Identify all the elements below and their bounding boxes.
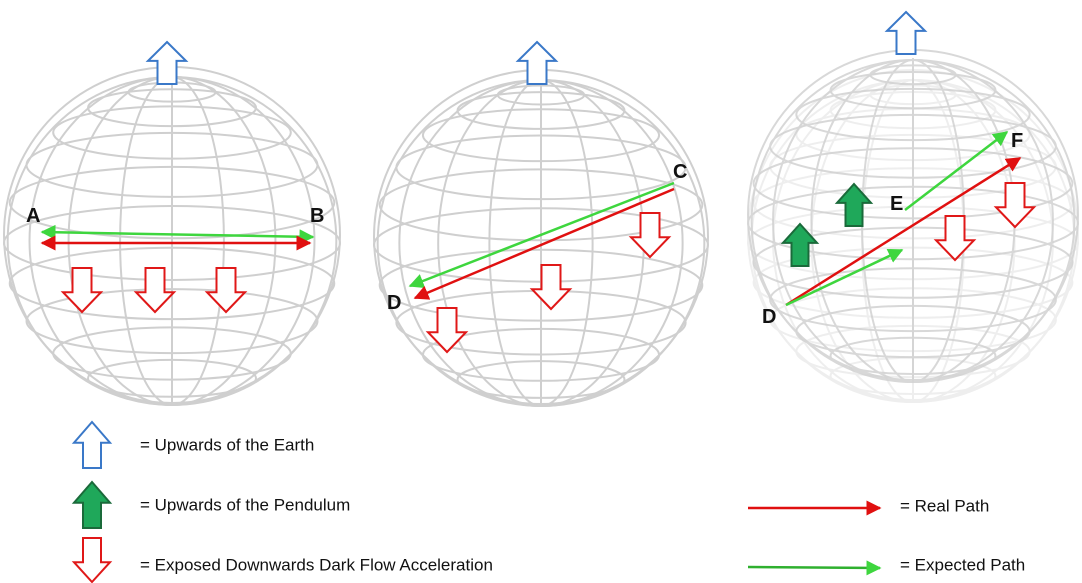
point-label: A — [26, 205, 40, 227]
down-arrow — [529, 264, 573, 311]
down-arrow — [933, 215, 977, 262]
legend-text: = Upwards of the Earth — [140, 435, 314, 454]
down-arrow — [425, 307, 469, 354]
point-label: B — [310, 205, 324, 227]
real-path — [785, 156, 1022, 307]
up-arrow — [71, 480, 113, 529]
down-arrow — [71, 537, 113, 583]
up-arrow — [71, 420, 113, 469]
expected-path — [785, 248, 904, 307]
point-label: D — [387, 292, 401, 314]
down-arrow — [133, 267, 177, 314]
legend-text: = Upwards of the Pendulum — [140, 495, 350, 514]
up-arrow — [145, 40, 189, 85]
expected-path — [408, 181, 675, 289]
expected-path — [904, 131, 1009, 211]
down-arrow — [628, 212, 672, 259]
legend-expected-line — [747, 560, 882, 576]
globe — [747, 49, 1079, 383]
arrows — [40, 10, 1037, 583]
expected-path — [40, 224, 315, 245]
point-label: D — [762, 306, 776, 328]
point-label: C — [673, 161, 687, 183]
legend-text: = Expected Path — [900, 555, 1025, 574]
up-arrow — [834, 182, 874, 227]
legend-text: = Real Path — [900, 496, 989, 515]
legend-text: = Exposed Downwards Dark Flow Accelerati… — [140, 555, 493, 574]
up-arrow — [780, 222, 820, 267]
point-label: E — [890, 193, 903, 215]
up-arrow — [515, 40, 559, 85]
point-label: F — [1011, 130, 1023, 152]
down-arrow — [60, 267, 104, 314]
down-arrow — [204, 267, 248, 314]
down-arrow — [993, 182, 1037, 229]
real-path — [413, 187, 675, 300]
up-arrow — [884, 10, 928, 55]
globes — [3, 49, 1079, 407]
